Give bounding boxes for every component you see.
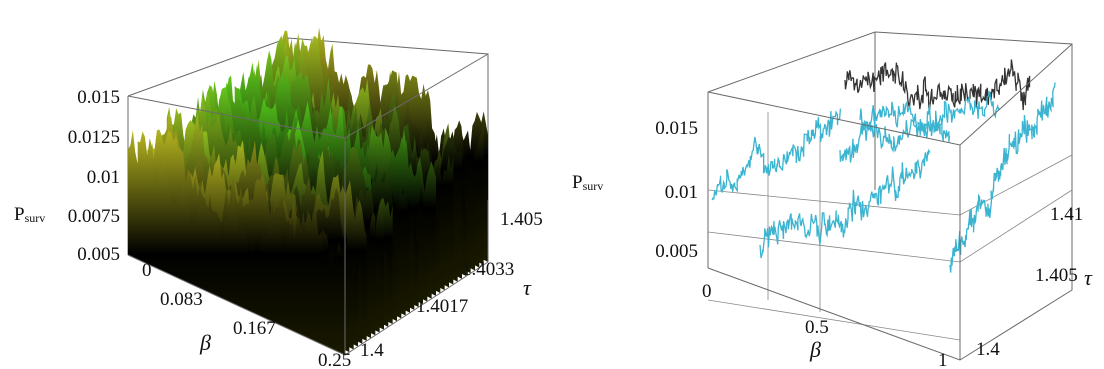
right-y-axis-label: τ (1084, 265, 1093, 290)
left-chart: 0.015 0.0125 0.01 0.0075 0.005 Psurv 0 0… (14, 27, 543, 369)
series-line-dark (844, 59, 1031, 111)
right-z-tick: 0.015 (655, 118, 698, 139)
left-box-front (127, 53, 489, 356)
left-y-axis-label: τ (523, 275, 532, 300)
right-z-ticks: 0.015 0.01 0.005 (655, 118, 698, 262)
right-y-tick: 1.405 (1035, 265, 1078, 286)
right-x-tick: 0 (702, 281, 712, 302)
right-y-ticks: 1.4 1.405 1.41 (976, 204, 1083, 360)
left-x-tick: 0.25 (318, 350, 351, 369)
right-lines (711, 59, 1056, 273)
series-line-cyan (759, 148, 931, 259)
left-y-tick: 1.4 (360, 340, 384, 361)
left-z-tick: 0.0125 (68, 127, 120, 148)
right-y-tick: 1.4 (976, 339, 1000, 360)
left-y-ticks: 1.4 1.4017 1.4033 1.405 (360, 209, 543, 361)
left-z-tick: 0.005 (77, 244, 120, 265)
left-z-tick: 0.0075 (68, 206, 120, 227)
left-z-tick: 0.015 (77, 87, 120, 108)
left-x-tick: 0 (142, 260, 152, 281)
right-z-tick: 0.01 (665, 182, 698, 203)
right-box-front (707, 43, 1073, 361)
left-y-tick: 1.4033 (462, 259, 514, 280)
right-y-tick: 1.41 (1050, 204, 1083, 225)
left-z-tick: 0.01 (87, 167, 120, 188)
right-x-ticks: 0 0.5 1 (702, 281, 948, 369)
right-x-tick: 1 (938, 350, 948, 369)
right-z-axis-label: Psurv (572, 172, 603, 193)
right-x-axis-label: β (809, 337, 821, 362)
right-z-tick: 0.005 (655, 241, 698, 262)
left-x-tick: 0.167 (233, 318, 276, 339)
left-z-axis-label: Psurv (14, 204, 45, 225)
left-surface (128, 27, 488, 355)
series-line-cyan (711, 108, 842, 201)
series-line-cyan (859, 89, 1000, 141)
right-chart: 0.015 0.01 0.005 Psurv 0 0.5 1 β 1.4 1.4… (572, 31, 1093, 369)
left-x-ticks: 0 0.083 0.167 0.25 (142, 260, 351, 369)
left-x-tick: 0.083 (160, 289, 203, 310)
right-x-tick: 0.5 (805, 317, 829, 338)
surface-ridge (128, 130, 345, 355)
left-y-tick: 1.4017 (416, 296, 468, 317)
left-z-ticks: 0.015 0.0125 0.01 0.0075 0.005 (68, 87, 120, 265)
series-line-cyan (949, 82, 1056, 273)
left-x-axis-label: β (199, 330, 211, 355)
left-y-tick: 1.405 (500, 209, 543, 230)
